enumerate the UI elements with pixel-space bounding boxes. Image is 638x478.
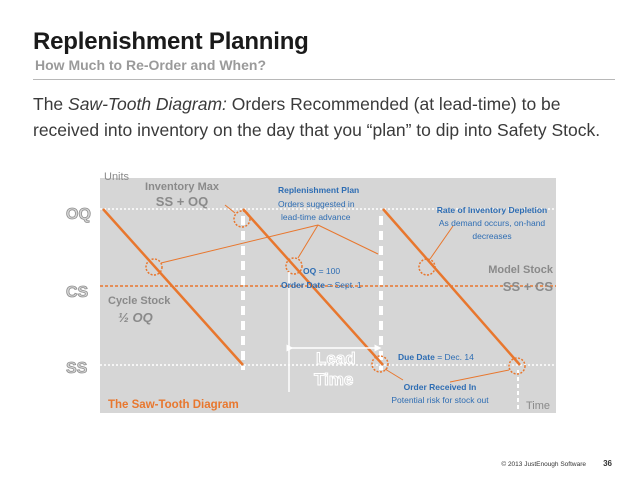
oq-label: OQ: [66, 206, 91, 223]
plan-connector-2: [297, 224, 319, 259]
order-received-note: Potential risk for stock out: [391, 395, 489, 405]
depletion-title: Rate of Inventory Depletion: [437, 205, 548, 215]
due-date-connector: [384, 368, 404, 381]
slide-title: Replenishment Planning: [33, 28, 309, 55]
inventory-max-title: Inventory Max: [145, 181, 220, 193]
footer-copyright: © 2013 JustEnough Software: [501, 460, 586, 468]
sawtooth-segment-3: [382, 208, 521, 366]
slide-subtitle: How Much to Re-Order and When?: [35, 57, 266, 73]
lead-time-line1: Lead: [316, 349, 356, 368]
cs-label: CS: [66, 284, 89, 301]
order-date-value: = Sept. 1: [325, 280, 362, 290]
diagram-caption: The Saw-Tooth Diagram: [108, 399, 239, 411]
order-point-circle: [285, 257, 303, 275]
body-text: The Saw-Tooth Diagram: Orders Recommende…: [33, 91, 613, 143]
inventory-max-circle: [233, 210, 251, 228]
order-received-circle: [508, 357, 526, 375]
body-rest: Orders Recommended (at lead-time) to be …: [33, 94, 601, 140]
order-quantity-label: OQ: [303, 266, 317, 276]
depletion-connector: [429, 225, 454, 260]
due-date-circle: [371, 355, 389, 373]
order-quantity-value: = 100: [316, 266, 340, 276]
model-stock-title: Model Stock: [488, 264, 554, 276]
body-italic: Saw-Tooth Diagram:: [68, 94, 227, 114]
ss-label: SS: [66, 360, 88, 377]
title-divider: [33, 79, 615, 80]
units-label: Units: [104, 171, 130, 183]
inventory-max-value: SS + OQ: [156, 194, 208, 209]
due-date: Due Date = Dec. 14: [398, 352, 474, 362]
replenishment-plan-line1: Orders suggested in: [278, 199, 355, 209]
diagram-panel: [100, 178, 556, 413]
order-received-title: Order Received In: [404, 382, 477, 392]
depletion-line1: As demand occurs, on-hand: [439, 218, 546, 228]
model-stock-value: SS + CS: [503, 279, 554, 294]
lead-time-line2: Time: [314, 370, 353, 389]
due-date-label: Due Date: [398, 352, 435, 362]
replenishment-plan-line2: lead-time advance: [281, 212, 351, 222]
order-date-label: Order Date: [281, 280, 325, 290]
page-number: 36: [603, 459, 612, 468]
depletion-circle: [418, 258, 436, 276]
cycle-stock-value: ½ OQ: [118, 310, 153, 325]
body-intro: The: [33, 94, 69, 114]
depletion-line2: decreases: [472, 231, 511, 241]
due-date-value: = Dec. 14: [435, 352, 474, 362]
cycle-stock-circle: [145, 258, 163, 276]
received-connector: [449, 369, 510, 383]
order-quantity: OQ = 100: [303, 266, 340, 276]
plan-connector-1: [160, 224, 319, 264]
sawtooth-segment-1: [102, 208, 244, 366]
inventory-max-connector: [224, 204, 236, 214]
order-date: Order Date = Sept. 1: [281, 280, 362, 290]
time-label: Time: [526, 400, 550, 412]
plan-connector-3: [317, 224, 379, 255]
replenishment-plan-title: Replenishment Plan: [278, 185, 359, 195]
sawtooth-segment-2: [242, 208, 384, 366]
cycle-stock-title: Cycle Stock: [108, 295, 171, 307]
